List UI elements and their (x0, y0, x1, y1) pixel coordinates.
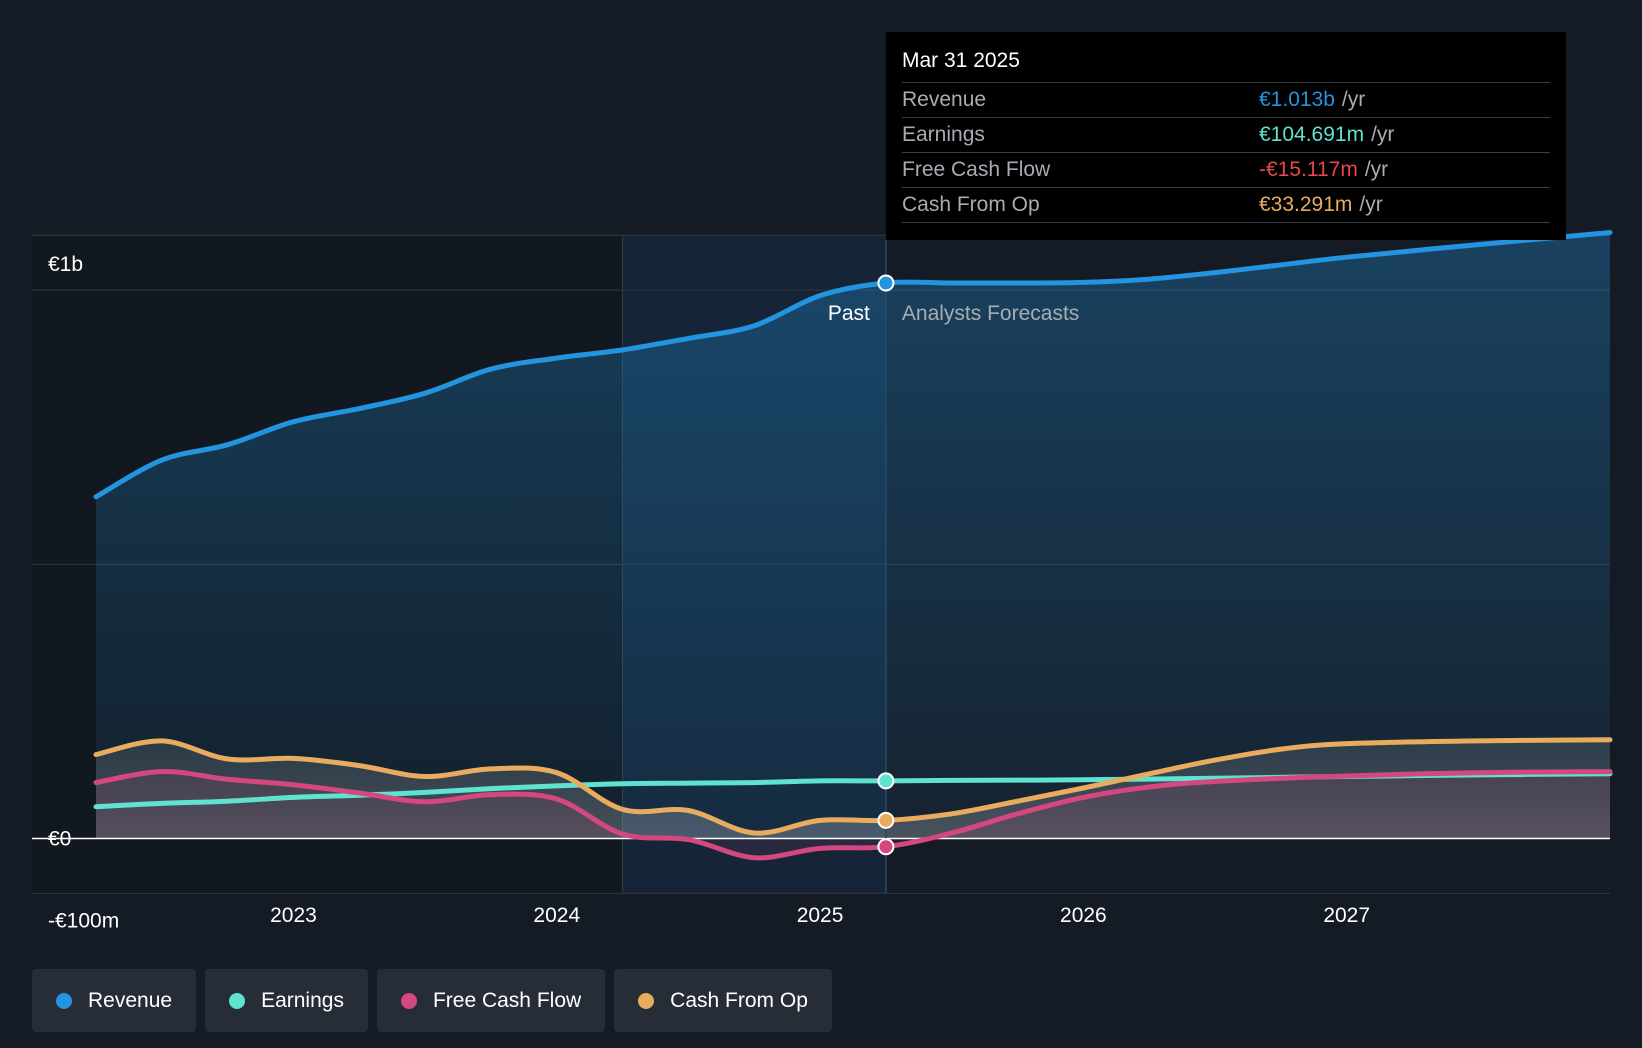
legend-item-cash-from-op[interactable]: Cash From Op (614, 969, 832, 1032)
past-label: Past (828, 302, 870, 325)
tooltip-row-label: Earnings (902, 123, 985, 146)
y-axis-label: -€100m (48, 909, 119, 932)
legend-label: Free Cash Flow (432, 988, 582, 1012)
analysts-forecasts-label: Analysts Forecasts (902, 302, 1079, 325)
legend-dot-icon (56, 992, 72, 1009)
revenue-area (96, 232, 1610, 839)
tooltip-date: Mar 31 2025 (902, 46, 1550, 83)
free-cash-flow-area (96, 771, 1610, 858)
earnings-marker (877, 772, 895, 790)
legend-item-revenue[interactable]: Revenue (32, 969, 197, 1032)
tooltip-row: Free Cash Flow -€15.117m/yr (902, 153, 1550, 188)
tooltip-row: Cash From Op €33.291m/yr (902, 188, 1550, 223)
tooltip: Mar 31 2025 Revenue €1.013b/yr Earnings €10… (886, 32, 1566, 240)
tooltip-row-value: €104.691m (1259, 123, 1365, 146)
free-cash-flow-marker (877, 838, 895, 856)
y-axis-label: €0 (48, 828, 71, 851)
x-tick-label: 2026 (1060, 904, 1107, 927)
tooltip-row-label: Free Cash Flow (902, 158, 1051, 181)
tooltip-row-label: Revenue (902, 88, 987, 111)
legend-dot-icon (638, 992, 655, 1009)
legend-dot-icon (229, 992, 246, 1009)
y-axis-label: €1b (48, 253, 83, 276)
legend-item-earnings[interactable]: Earnings (205, 969, 368, 1032)
tooltip-row-value: -€15.117m (1259, 158, 1358, 181)
legend-dot-icon (400, 992, 417, 1009)
legend-label: Earnings (261, 988, 344, 1012)
x-tick-label: 2024 (533, 904, 580, 927)
free-cash-flow-line (93, 769, 1613, 861)
x-tick-label: 2027 (1323, 904, 1370, 927)
tooltip-row: Earnings €104.691m/yr (902, 118, 1550, 153)
cash-from-op-line (93, 737, 1613, 836)
tooltip-row-value: €33.291m (1259, 193, 1353, 216)
tooltip-row-unit: /yr (1364, 158, 1389, 181)
tooltip-row-value: €1.013b (1259, 88, 1335, 111)
x-tick-label: 2025 (797, 904, 844, 927)
legend-label: Cash From Op (670, 988, 808, 1012)
legend-item-free-cash-flow[interactable]: Free Cash Flow (376, 969, 606, 1032)
tooltip-row: Revenue €1.013b/yr (902, 83, 1550, 118)
tooltip-row-unit: /yr (1341, 88, 1366, 111)
revenue-line (93, 230, 1613, 500)
legend: Revenue Earnings Free Cash Flow Cash From O… (32, 969, 832, 1032)
tooltip-row-unit: /yr (1371, 123, 1395, 146)
legend-label: Revenue (88, 988, 173, 1012)
tooltip-row-unit: /yr (1359, 193, 1383, 216)
cash-from-op-area (96, 739, 1610, 839)
tooltip-row-label: Cash From Op (902, 193, 1040, 216)
cash-from-op-marker (877, 811, 895, 829)
revenue-marker (877, 274, 895, 292)
x-tick-label: 2023 (270, 904, 317, 927)
